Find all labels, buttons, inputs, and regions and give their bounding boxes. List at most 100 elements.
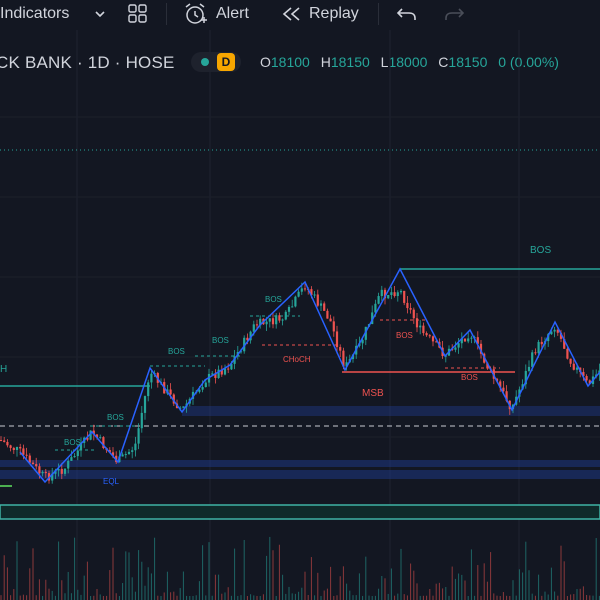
bullish-candle	[374, 303, 377, 313]
volume-bar	[525, 541, 527, 600]
volume-bar	[291, 593, 293, 600]
bearish-candle	[227, 368, 230, 370]
candles	[0, 282, 600, 484]
volume-bar	[298, 591, 300, 600]
chart-grid	[0, 30, 600, 600]
bullish-candle	[281, 319, 284, 321]
market-status-pill[interactable]: D	[191, 52, 241, 72]
bullish-candle	[137, 428, 140, 444]
bullish-candle	[527, 366, 531, 371]
volume-bar	[0, 595, 2, 600]
bearish-candle	[22, 448, 25, 455]
bearish-candle	[28, 455, 31, 463]
redo-button[interactable]	[443, 0, 465, 28]
bearish-candle	[278, 315, 281, 321]
bullish-candle	[179, 407, 182, 409]
bullish-candle	[207, 373, 211, 383]
bullish-candle	[351, 354, 355, 360]
indicators-button[interactable]: Indicators	[0, 0, 69, 28]
bullish-candle	[198, 389, 201, 392]
volume-bar	[166, 571, 168, 600]
alert-button[interactable]: Alert	[182, 0, 249, 28]
bearish-candle	[572, 363, 575, 370]
bullish-candle	[284, 311, 287, 320]
volume-bar	[576, 589, 578, 600]
volume-bar	[144, 585, 146, 600]
bullish-candle	[268, 318, 271, 322]
volume-bar	[454, 578, 456, 600]
symbol-title[interactable]: CK BANK · 1D · HOSE	[0, 53, 175, 72]
bearish-candle	[435, 341, 438, 343]
bearish-candle	[505, 391, 508, 401]
bullish-candle	[595, 374, 598, 377]
volume-bar	[269, 536, 271, 600]
bearish-candle	[585, 376, 588, 381]
volume-bar	[125, 551, 127, 600]
bearish-candle	[559, 332, 563, 339]
volume-bar	[218, 574, 220, 600]
volume-bar	[157, 595, 159, 600]
bullish-candle	[348, 359, 351, 363]
volume-bar	[211, 595, 213, 600]
bearish-candle	[492, 369, 495, 379]
volume-bar	[195, 595, 197, 600]
volume-bar	[317, 572, 319, 600]
bullish-candle	[140, 412, 143, 429]
bearish-candle	[563, 338, 566, 349]
volume-bar	[358, 573, 360, 600]
volume-bar	[138, 550, 140, 600]
high-key: H	[320, 54, 331, 70]
bullish-candle	[99, 437, 102, 439]
bullish-candle	[121, 454, 124, 457]
bullish-candle	[460, 338, 463, 344]
bearish-candle	[425, 333, 428, 336]
bullish-candle	[515, 396, 518, 405]
volume-bar	[38, 579, 40, 600]
volume-bar	[483, 563, 485, 600]
layout-grid-icon[interactable]	[127, 0, 149, 28]
bearish-candle	[0, 440, 3, 441]
volume-bar	[128, 552, 130, 600]
volume-bar	[390, 568, 392, 600]
bearish-candle	[441, 347, 444, 357]
bullish-candle	[521, 384, 524, 390]
volume-bar	[58, 541, 60, 600]
volume-bar	[570, 594, 572, 600]
bearish-candle	[569, 358, 572, 364]
volume-bar	[99, 594, 101, 600]
undo-button[interactable]	[396, 0, 418, 28]
bos-label: BOS	[530, 245, 551, 256]
volume-bar	[429, 589, 431, 600]
volume-bar	[406, 595, 408, 600]
volume-bar	[410, 563, 412, 600]
volume-bar	[154, 537, 156, 600]
indicators-dropdown-chevron-icon[interactable]	[93, 0, 107, 28]
bearish-candle	[105, 448, 108, 451]
volume-bar	[486, 581, 488, 600]
eql-label: EQL	[103, 477, 120, 486]
choch-label: CHoCH	[283, 355, 311, 364]
volume-bar	[592, 595, 594, 600]
volume-bar	[285, 593, 287, 600]
volume-bar	[202, 545, 204, 600]
volume-bar	[150, 573, 152, 600]
bullish-candle	[131, 450, 134, 452]
bullish-candle	[166, 389, 169, 394]
replay-button[interactable]: Replay	[281, 0, 359, 28]
bearish-candle	[12, 447, 15, 450]
volume-bar	[563, 561, 565, 600]
bullish-candle	[153, 372, 156, 374]
bearish-candle	[86, 437, 89, 440]
bearish-candle	[19, 446, 22, 449]
bearish-candle	[403, 290, 406, 303]
bullish-candle	[185, 403, 188, 407]
market-structure	[19, 267, 600, 484]
volume-bar	[493, 593, 495, 600]
bearish-candle	[115, 455, 118, 463]
bos-label: BOS	[107, 413, 124, 422]
bos-bearish-label: BOS	[396, 331, 413, 340]
bearish-candle	[393, 292, 396, 297]
h-label: H	[0, 364, 7, 375]
bos-label: BOS	[212, 336, 229, 345]
